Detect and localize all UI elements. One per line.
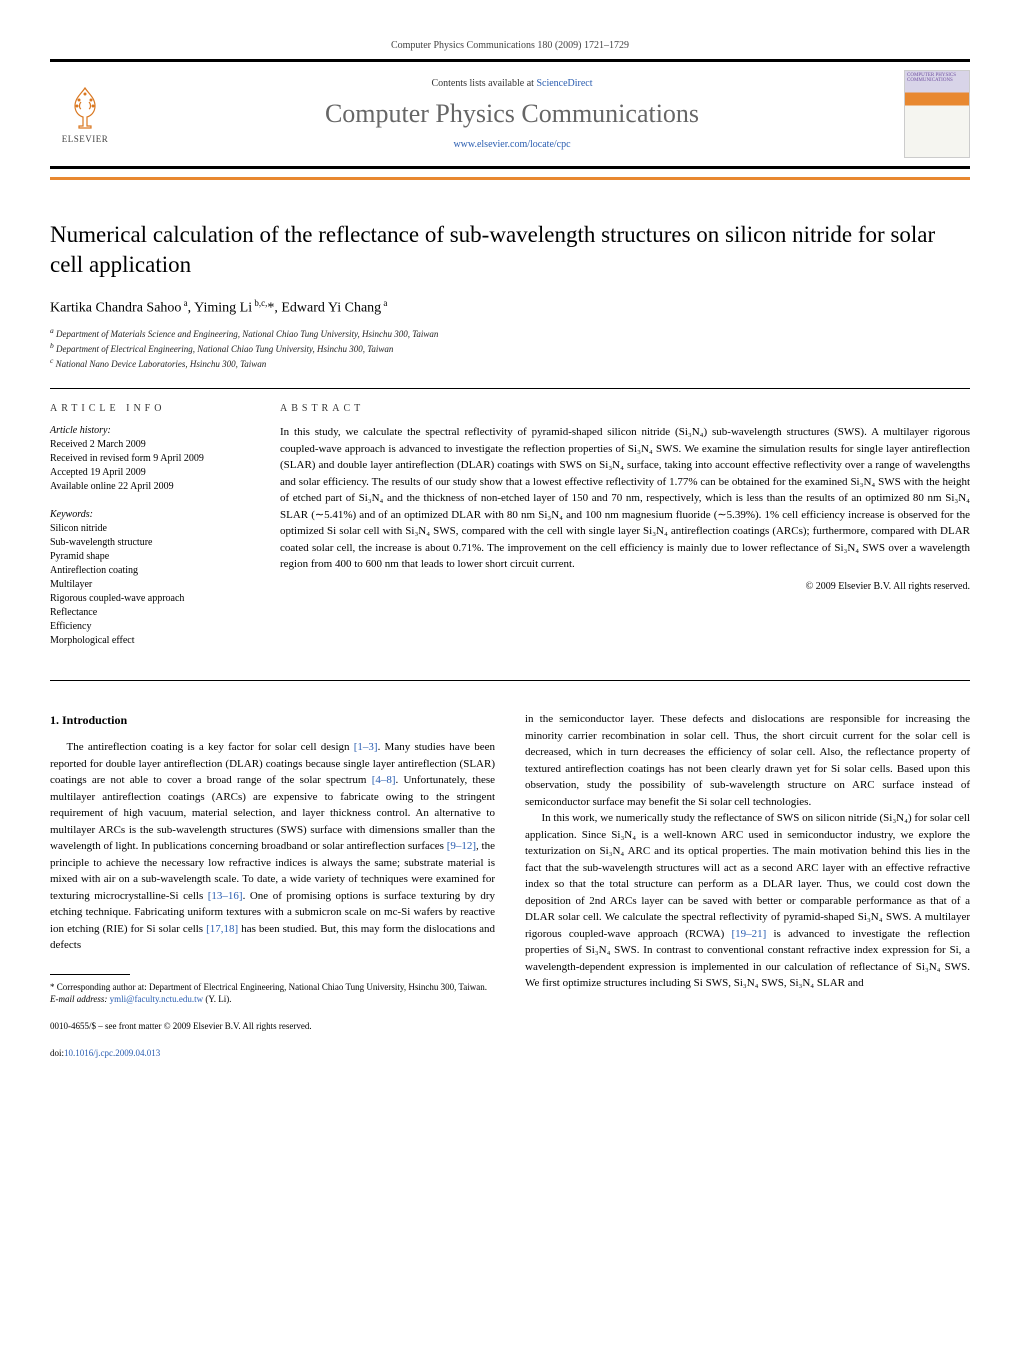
abstract-heading: ABSTRACT — [280, 403, 970, 414]
contents-prefix: Contents lists available at — [431, 78, 536, 89]
body-column-left: 1. Introduction The antireflection coati… — [50, 711, 495, 1061]
footnote-rule — [50, 974, 130, 975]
affiliations: a Department of Materials Science and En… — [50, 326, 970, 370]
doi-link[interactable]: 10.1016/j.cpc.2009.04.013 — [64, 1048, 160, 1058]
corresponding-author-note: * Corresponding author at: Department of… — [50, 981, 495, 994]
ref-13-16[interactable]: [13–16] — [208, 890, 243, 902]
keywords-label: Keywords: — [50, 509, 93, 520]
sciencedirect-link[interactable]: ScienceDirect — [536, 78, 592, 89]
p1-a: The antireflection coating is a key fact… — [67, 741, 354, 753]
doi-label: doi: — [50, 1048, 64, 1058]
journal-banner: ELSEVIER Contents lists available at Sci… — [50, 59, 970, 169]
p2-a: In this work, we numerically study the r… — [525, 812, 970, 940]
abstract-text: In this study, we calculate the spectral… — [280, 424, 970, 573]
author-list: Kartika Chandra Sahoo a, Yiming Li b,c,*… — [50, 298, 970, 317]
article-info-heading: ARTICLE INFO — [50, 403, 250, 414]
journal-cover-thumbnail: COMPUTER PHYSICS COMMUNICATIONS — [904, 70, 970, 158]
orange-divider — [50, 177, 970, 180]
ref-17-18[interactable]: [17,18] — [206, 923, 238, 935]
elsevier-logo: ELSEVIER — [50, 74, 120, 154]
section-1-heading: 1. Introduction — [50, 711, 495, 729]
intro-paragraph-1: The antireflection coating is a key fact… — [50, 739, 495, 954]
ref-9-12[interactable]: [9–12] — [447, 840, 476, 852]
ref-1-3[interactable]: [1–3] — [354, 741, 378, 753]
history-label: Article history: — [50, 425, 111, 436]
email-suffix: (Y. Li). — [203, 994, 231, 1004]
issn-line: 0010-4655/$ – see front matter © 2009 El… — [50, 1020, 495, 1034]
body-column-right: in the semiconductor layer. These defect… — [525, 711, 970, 1061]
email-label: E-mail address: — [50, 994, 110, 1004]
ref-19-21[interactable]: [19–21] — [731, 928, 766, 940]
col2-paragraph-2: In this work, we numerically study the r… — [525, 810, 970, 992]
elsevier-tree-icon — [61, 84, 109, 132]
elsevier-name: ELSEVIER — [62, 134, 109, 144]
abstract-copyright: © 2009 Elsevier B.V. All rights reserved… — [280, 581, 970, 592]
journal-homepage-link[interactable]: www.elsevier.com/locate/cpc — [453, 139, 570, 150]
article-history: Article history: Received 2 March 2009Re… — [50, 424, 250, 494]
running-header: Computer Physics Communications 180 (200… — [50, 40, 970, 51]
email-line: E-mail address: ymli@faculty.nctu.edu.tw… — [50, 993, 495, 1006]
col2-paragraph-1: in the semiconductor layer. These defect… — [525, 711, 970, 810]
ref-4-8[interactable]: [4–8] — [372, 774, 396, 786]
journal-title: Computer Physics Communications — [120, 99, 904, 129]
doi-line: doi:10.1016/j.cpc.2009.04.013 — [50, 1047, 495, 1061]
keywords-block: Keywords: Silicon nitrideSub-wavelength … — [50, 508, 250, 648]
contents-available: Contents lists available at ScienceDirec… — [120, 78, 904, 89]
rule-below-abstract — [50, 680, 970, 681]
article-title: Numerical calculation of the reflectance… — [50, 220, 970, 280]
author-email-link[interactable]: ymli@faculty.nctu.edu.tw — [110, 994, 203, 1004]
